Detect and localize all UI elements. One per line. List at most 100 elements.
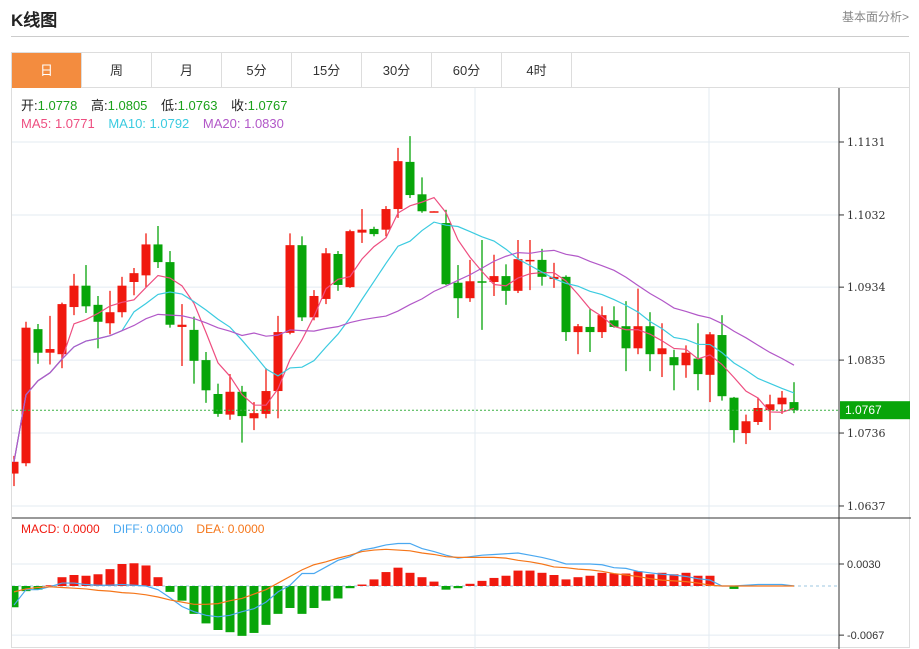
candle-body [33,329,43,353]
candle-body [405,161,415,196]
fundamental-analysis-link[interactable]: 基本面分析> [841,10,909,24]
candle-body [537,259,547,277]
macd-bar [237,586,247,636]
macd-bar [537,572,547,586]
macd-bar [105,569,115,586]
candle-body [381,209,391,230]
close-label: 收: [231,98,248,113]
macd-bar [561,579,571,586]
macd-bar [177,586,187,601]
candle-body [429,211,439,213]
candle-body [177,324,187,327]
candle-body [297,245,307,318]
macd-bar [321,586,331,601]
macd-bar [441,586,451,590]
candle-body [729,397,739,431]
macd-bar [249,586,259,633]
macd-bar [585,575,595,586]
macd-bar [405,572,415,586]
tab-5min[interactable]: 5分 [222,53,292,88]
candlestick-chart[interactable]: 1.1131 1.1032 1.0934 1.0835 1.0736 1.0637 0.00… [12,53,911,649]
macd-bar [57,577,67,586]
dea-value: DEA: 0.0000 [196,522,265,536]
tab-day[interactable]: 日 [12,53,82,88]
candle-body [189,329,199,361]
timeframe-tabs: 日 周 月 5分 15分 30分 60分 4时 [12,53,909,88]
candle-body [57,304,67,355]
ma10-line [13,221,795,462]
candle-body [153,244,163,263]
macd-bar [369,579,379,586]
candle-body [717,335,727,397]
candle-body [453,282,463,299]
macd-bar [393,567,403,586]
macd-bar [681,572,691,586]
macd-bar [705,575,715,586]
candle-body [561,276,571,333]
ma5-line [13,196,795,462]
tab-60min[interactable]: 60分 [432,53,502,88]
macd-bar [165,586,175,592]
candle-body [117,285,127,313]
open-label: 开: [21,98,38,113]
macd-bar [597,572,607,586]
ohlc-legend: 开:1.0778 高:1.0805 低:1.0763 收:1.0767 MA5:… [21,97,297,133]
candle-body [513,259,523,291]
tab-4h[interactable]: 4时 [502,53,572,88]
macd-bar [729,586,739,589]
candle-body [345,231,355,288]
macd-bar [225,586,235,633]
close-value: 1.0767 [247,98,288,113]
macd-bar [153,577,163,586]
candle-body [765,404,775,411]
macd-bar [129,563,139,586]
candle-body [441,223,451,285]
macd-bar [93,574,103,586]
dea-line [13,548,794,605]
macd-bar [141,565,151,586]
candle-body [357,229,367,233]
candle-body [669,357,679,366]
candle-body [321,253,331,299]
candle-body [201,360,211,391]
macd-bar [309,586,319,608]
tab-week[interactable]: 周 [82,53,152,88]
candle-body [12,461,19,474]
macd-bar [12,586,19,608]
macd-bar [465,583,475,586]
candle-body [573,326,583,333]
macd-bar [549,575,559,586]
macd-bar [417,577,427,586]
macd-bar [45,585,55,586]
macd-bar [285,586,295,608]
macd-bar [645,574,655,586]
macd-bar [477,580,487,586]
candle-body [681,352,691,366]
candle-body [69,285,79,308]
candle-body [105,312,115,324]
macd-bar [429,581,439,586]
candle-body [273,332,283,392]
diff-value: DIFF: 0.0000 [113,522,184,536]
ma20-value: MA20: 1.0830 [202,116,284,131]
macd-bar [525,570,535,586]
candle-body [81,285,91,307]
kline-chart-panel: 日 周 月 5分 15分 30分 60分 4时 1.1131 1.1032 1.09… [11,52,911,649]
macd-bar [297,586,307,614]
tab-month[interactable]: 月 [152,53,222,88]
candle-body [141,244,151,276]
macd-bar [669,574,679,586]
candle-body [753,407,763,422]
candle-body [333,253,343,285]
candle-body [249,413,259,419]
candle-body [489,276,499,282]
candle-body [633,326,643,349]
low-value: 1.0763 [177,98,218,113]
ma5-value: MA5: 1.0771 [21,116,95,131]
tab-30min[interactable]: 30分 [362,53,432,88]
tab-15min[interactable]: 15分 [292,53,362,88]
macd-bar [381,572,391,586]
low-label: 低: [161,98,178,113]
ma20-line [13,249,795,462]
candle-body [741,421,751,434]
